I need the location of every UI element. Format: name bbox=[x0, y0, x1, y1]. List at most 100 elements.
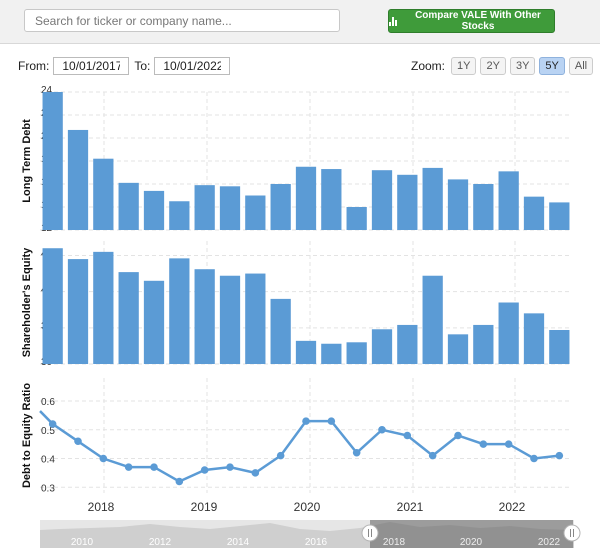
data-point bbox=[48, 420, 57, 428]
data-point bbox=[479, 440, 488, 448]
data-point bbox=[74, 437, 82, 446]
y-axis-label: Shareholder's Equity bbox=[21, 247, 33, 357]
bar bbox=[397, 324, 418, 364]
data-point bbox=[150, 463, 158, 471]
data-point bbox=[200, 466, 209, 474]
bar bbox=[169, 258, 190, 364]
bar bbox=[473, 324, 494, 364]
bar bbox=[549, 202, 570, 230]
shareholders-equity-panel: 30354045Shareholder's Equity bbox=[21, 241, 572, 368]
navigator-year-label: 2010 bbox=[71, 537, 94, 548]
to-date-input[interactable] bbox=[154, 57, 231, 75]
bar bbox=[194, 269, 215, 364]
y-tick-label: 0.5 bbox=[41, 426, 55, 437]
bar bbox=[447, 334, 469, 364]
x-tick-label: 2020 bbox=[294, 500, 321, 514]
x-tick-label: 2022 bbox=[499, 500, 526, 514]
range-navigator[interactable]: 2010 2012 2014 2016 2018 2020 2022 bbox=[40, 520, 581, 548]
bar bbox=[67, 129, 89, 230]
bar bbox=[523, 313, 545, 364]
data-point bbox=[99, 454, 108, 463]
bar bbox=[498, 302, 519, 364]
from-label: From: bbox=[18, 59, 50, 73]
bar bbox=[143, 190, 165, 230]
long-term-debt-panel: 12141618202224Long Term Debt bbox=[21, 85, 572, 234]
bar bbox=[346, 207, 367, 230]
x-tick-label: 2018 bbox=[88, 500, 115, 514]
data-point bbox=[124, 463, 133, 471]
from-date-input[interactable] bbox=[53, 57, 130, 75]
navigator-year-label: 2020 bbox=[460, 537, 483, 548]
bar bbox=[523, 196, 545, 230]
navigator-left-handle[interactable] bbox=[361, 524, 379, 542]
navigator-year-label: 2016 bbox=[305, 537, 328, 548]
date-range: From: To: bbox=[18, 57, 231, 75]
y-tick-label: 0.4 bbox=[41, 455, 55, 466]
compare-button-label: Compare VALE With Other Stocks bbox=[415, 10, 541, 32]
bar bbox=[194, 185, 215, 230]
bar-chart-icon bbox=[389, 16, 397, 26]
data-point bbox=[175, 477, 184, 486]
bar bbox=[143, 280, 165, 364]
bar bbox=[270, 184, 291, 230]
bar bbox=[42, 92, 63, 230]
data-point bbox=[352, 448, 361, 457]
x-tick-label: 2019 bbox=[191, 500, 218, 514]
data-point bbox=[504, 440, 513, 448]
series-line bbox=[39, 410, 560, 483]
bar bbox=[67, 259, 89, 364]
navigator-right-handle[interactable] bbox=[563, 524, 581, 542]
y-axis-label: Debt to Equity Ratio bbox=[21, 383, 33, 488]
navigator-year-label: 2012 bbox=[149, 537, 172, 548]
zoom-all-button[interactable]: All bbox=[568, 57, 594, 75]
bar bbox=[473, 184, 494, 230]
bar bbox=[169, 201, 190, 230]
bar bbox=[321, 343, 342, 364]
bar bbox=[93, 251, 114, 364]
bar bbox=[118, 182, 139, 230]
bar bbox=[397, 174, 418, 230]
navigator-year-label: 2014 bbox=[227, 537, 250, 548]
bar bbox=[422, 275, 443, 364]
bar bbox=[245, 273, 266, 364]
x-tick-label: 2021 bbox=[397, 500, 424, 514]
zoom-label: Zoom: bbox=[411, 59, 446, 73]
data-point bbox=[226, 463, 234, 471]
navigator-year-label: 2018 bbox=[383, 537, 406, 548]
bar bbox=[549, 329, 570, 364]
zoom-2y-button[interactable]: 2Y bbox=[480, 57, 506, 75]
bar bbox=[346, 342, 367, 364]
zoom-3y-button[interactable]: 3Y bbox=[509, 57, 536, 75]
bar bbox=[245, 195, 266, 230]
bar bbox=[371, 329, 393, 364]
bar bbox=[42, 248, 63, 364]
data-point bbox=[530, 454, 538, 463]
data-point bbox=[276, 451, 285, 460]
bar bbox=[219, 186, 241, 230]
zoom-1y-button[interactable]: 1Y bbox=[451, 57, 477, 75]
compare-button[interactable]: Compare VALE With Other Stocks bbox=[388, 9, 555, 33]
y-tick-label: 24 bbox=[41, 85, 53, 96]
data-point bbox=[403, 431, 412, 440]
to-label: To: bbox=[134, 59, 151, 73]
zoom-5y-button[interactable]: 5Y bbox=[539, 57, 565, 75]
data-point bbox=[302, 417, 310, 425]
y-tick-label: 0.3 bbox=[41, 483, 55, 494]
top-toolbar: Compare VALE With Other Stocks bbox=[0, 0, 600, 44]
data-point bbox=[555, 451, 564, 460]
debt-to-equity-panel: 0.3 0.4 0.5 0.6 Debt to Equity Ratio 2018 2019… bbox=[21, 378, 572, 514]
data-point bbox=[251, 469, 260, 477]
navigator-selection[interactable] bbox=[370, 520, 573, 548]
bar bbox=[371, 170, 393, 230]
bar bbox=[295, 166, 317, 230]
search-input[interactable] bbox=[24, 9, 340, 32]
data-point bbox=[327, 417, 336, 425]
zoom-controls: Zoom: 1Y 2Y 3Y 5Y All bbox=[411, 57, 594, 75]
bar bbox=[118, 272, 139, 364]
data-point bbox=[428, 451, 437, 460]
bar bbox=[447, 179, 469, 230]
data-point bbox=[454, 431, 462, 440]
bar bbox=[93, 158, 114, 230]
bar bbox=[422, 167, 443, 230]
